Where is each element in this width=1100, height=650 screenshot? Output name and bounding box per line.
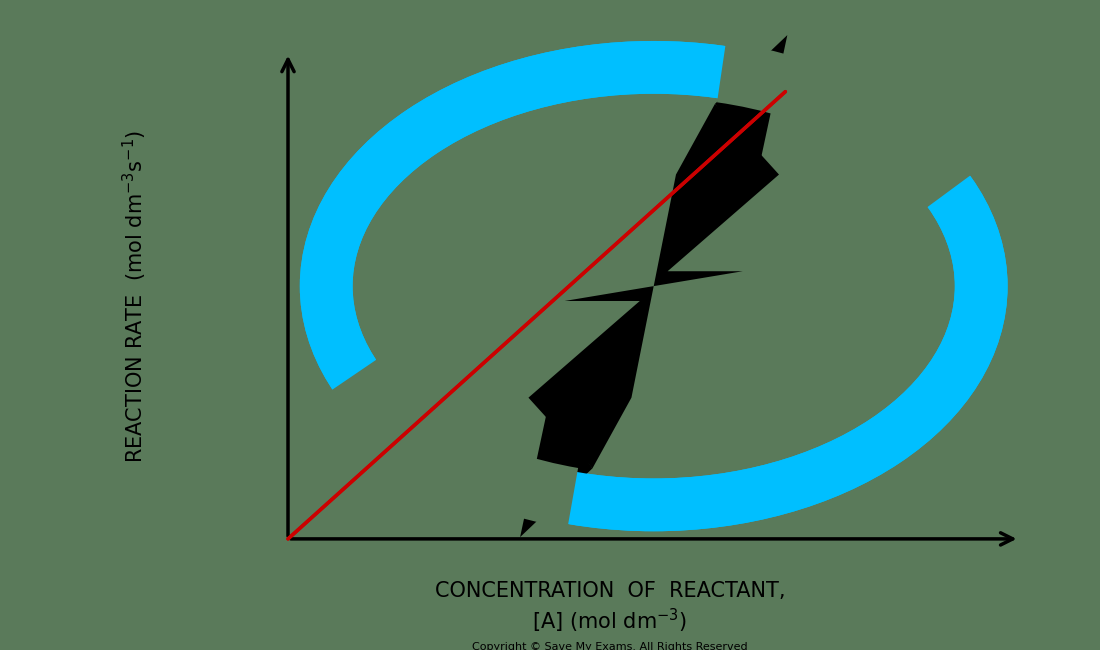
Text: [A] (mol dm$^{-3}$): [A] (mol dm$^{-3}$): [532, 607, 688, 635]
Text: CONCENTRATION  OF  REACTANT,: CONCENTRATION OF REACTANT,: [434, 580, 785, 601]
Text: Copyright © Save My Exams. All Rights Reserved: Copyright © Save My Exams. All Rights Re…: [472, 642, 748, 650]
Polygon shape: [528, 104, 779, 469]
Text: REACTION RATE  (mol dm$^{-3}$s$^{-1}$): REACTION RATE (mol dm$^{-3}$s$^{-1}$): [121, 129, 150, 463]
Polygon shape: [520, 407, 593, 537]
Polygon shape: [715, 35, 788, 165]
